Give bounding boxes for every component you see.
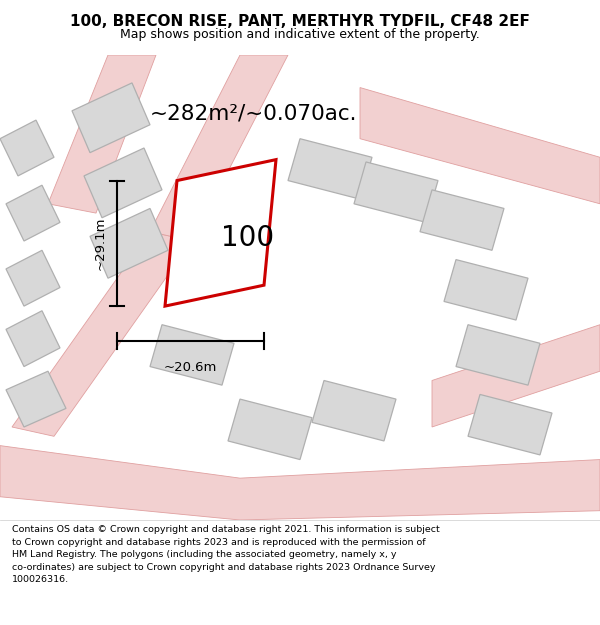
Text: Map shows position and indicative extent of the property.: Map shows position and indicative extent… xyxy=(120,28,480,41)
Polygon shape xyxy=(354,162,438,222)
Polygon shape xyxy=(150,55,288,241)
Polygon shape xyxy=(468,394,552,455)
Polygon shape xyxy=(312,381,396,441)
Polygon shape xyxy=(150,325,234,385)
Polygon shape xyxy=(48,55,156,213)
Polygon shape xyxy=(72,83,150,152)
Polygon shape xyxy=(228,399,312,459)
Text: ~29.1m: ~29.1m xyxy=(93,217,106,270)
Polygon shape xyxy=(456,325,540,385)
Polygon shape xyxy=(6,185,60,241)
Polygon shape xyxy=(360,88,600,204)
Polygon shape xyxy=(420,190,504,250)
Polygon shape xyxy=(6,311,60,366)
Text: ~20.6m: ~20.6m xyxy=(164,361,217,374)
Polygon shape xyxy=(288,139,372,199)
Polygon shape xyxy=(0,446,600,520)
Polygon shape xyxy=(84,148,162,218)
Polygon shape xyxy=(165,159,276,306)
Text: ~282m²/~0.070ac.: ~282m²/~0.070ac. xyxy=(150,103,358,123)
Polygon shape xyxy=(12,232,192,436)
Polygon shape xyxy=(6,250,60,306)
Polygon shape xyxy=(6,371,66,427)
Polygon shape xyxy=(432,325,600,427)
Polygon shape xyxy=(90,209,168,278)
Polygon shape xyxy=(444,259,528,320)
Text: 100: 100 xyxy=(221,224,274,251)
Polygon shape xyxy=(0,120,54,176)
Text: 100, BRECON RISE, PANT, MERTHYR TYDFIL, CF48 2EF: 100, BRECON RISE, PANT, MERTHYR TYDFIL, … xyxy=(70,14,530,29)
Text: Contains OS data © Crown copyright and database right 2021. This information is : Contains OS data © Crown copyright and d… xyxy=(12,525,440,584)
